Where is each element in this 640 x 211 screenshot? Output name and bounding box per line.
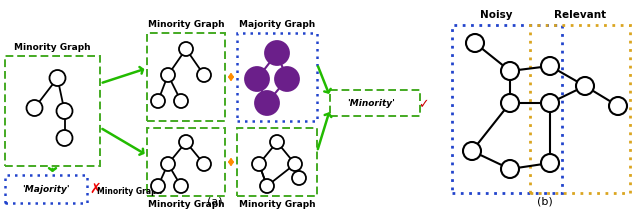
Circle shape bbox=[26, 100, 42, 116]
Text: (b): (b) bbox=[537, 197, 553, 207]
Circle shape bbox=[56, 103, 72, 119]
Text: Minority Graph: Minority Graph bbox=[148, 20, 224, 29]
Text: 'Minority': 'Minority' bbox=[347, 99, 395, 107]
Circle shape bbox=[161, 157, 175, 171]
Text: Noisy: Noisy bbox=[480, 10, 512, 20]
Bar bbox=[237, 128, 317, 196]
Circle shape bbox=[265, 41, 289, 65]
Text: Minority Graph: Minority Graph bbox=[97, 188, 162, 196]
Circle shape bbox=[275, 67, 299, 91]
Text: Majority Graph: Majority Graph bbox=[239, 20, 315, 29]
Circle shape bbox=[466, 34, 484, 52]
Bar bbox=[530, 25, 630, 193]
Circle shape bbox=[179, 42, 193, 56]
Text: Minority Graph: Minority Graph bbox=[239, 200, 316, 209]
Text: ✗: ✗ bbox=[89, 182, 100, 196]
Circle shape bbox=[576, 77, 594, 95]
Text: (a): (a) bbox=[207, 197, 223, 207]
Bar bbox=[147, 128, 225, 196]
Circle shape bbox=[245, 67, 269, 91]
Circle shape bbox=[501, 160, 519, 178]
Circle shape bbox=[609, 97, 627, 115]
Text: Minority Graph: Minority Graph bbox=[14, 43, 91, 52]
Circle shape bbox=[161, 68, 175, 82]
Bar bbox=[452, 25, 562, 193]
Bar bbox=[330, 90, 420, 116]
Circle shape bbox=[288, 157, 302, 171]
Text: Relevant: Relevant bbox=[554, 10, 606, 20]
Circle shape bbox=[463, 142, 481, 160]
Bar bbox=[5, 56, 100, 166]
Circle shape bbox=[541, 154, 559, 172]
Circle shape bbox=[56, 130, 72, 146]
Circle shape bbox=[541, 57, 559, 75]
Circle shape bbox=[541, 94, 559, 112]
Circle shape bbox=[151, 94, 165, 108]
Circle shape bbox=[174, 94, 188, 108]
Text: 'Majority': 'Majority' bbox=[22, 184, 70, 193]
Circle shape bbox=[501, 94, 519, 112]
Circle shape bbox=[174, 179, 188, 193]
Bar bbox=[237, 33, 317, 121]
Circle shape bbox=[197, 157, 211, 171]
Circle shape bbox=[270, 135, 284, 149]
Circle shape bbox=[255, 91, 279, 115]
Circle shape bbox=[151, 179, 165, 193]
Circle shape bbox=[292, 171, 306, 185]
Circle shape bbox=[179, 135, 193, 149]
Circle shape bbox=[252, 157, 266, 171]
Text: Minority Graph: Minority Graph bbox=[148, 200, 224, 209]
Text: ✓: ✓ bbox=[418, 99, 429, 111]
Bar bbox=[5, 175, 87, 203]
Circle shape bbox=[197, 68, 211, 82]
Bar bbox=[147, 33, 225, 121]
Circle shape bbox=[501, 62, 519, 80]
Circle shape bbox=[49, 70, 65, 86]
Circle shape bbox=[260, 179, 274, 193]
